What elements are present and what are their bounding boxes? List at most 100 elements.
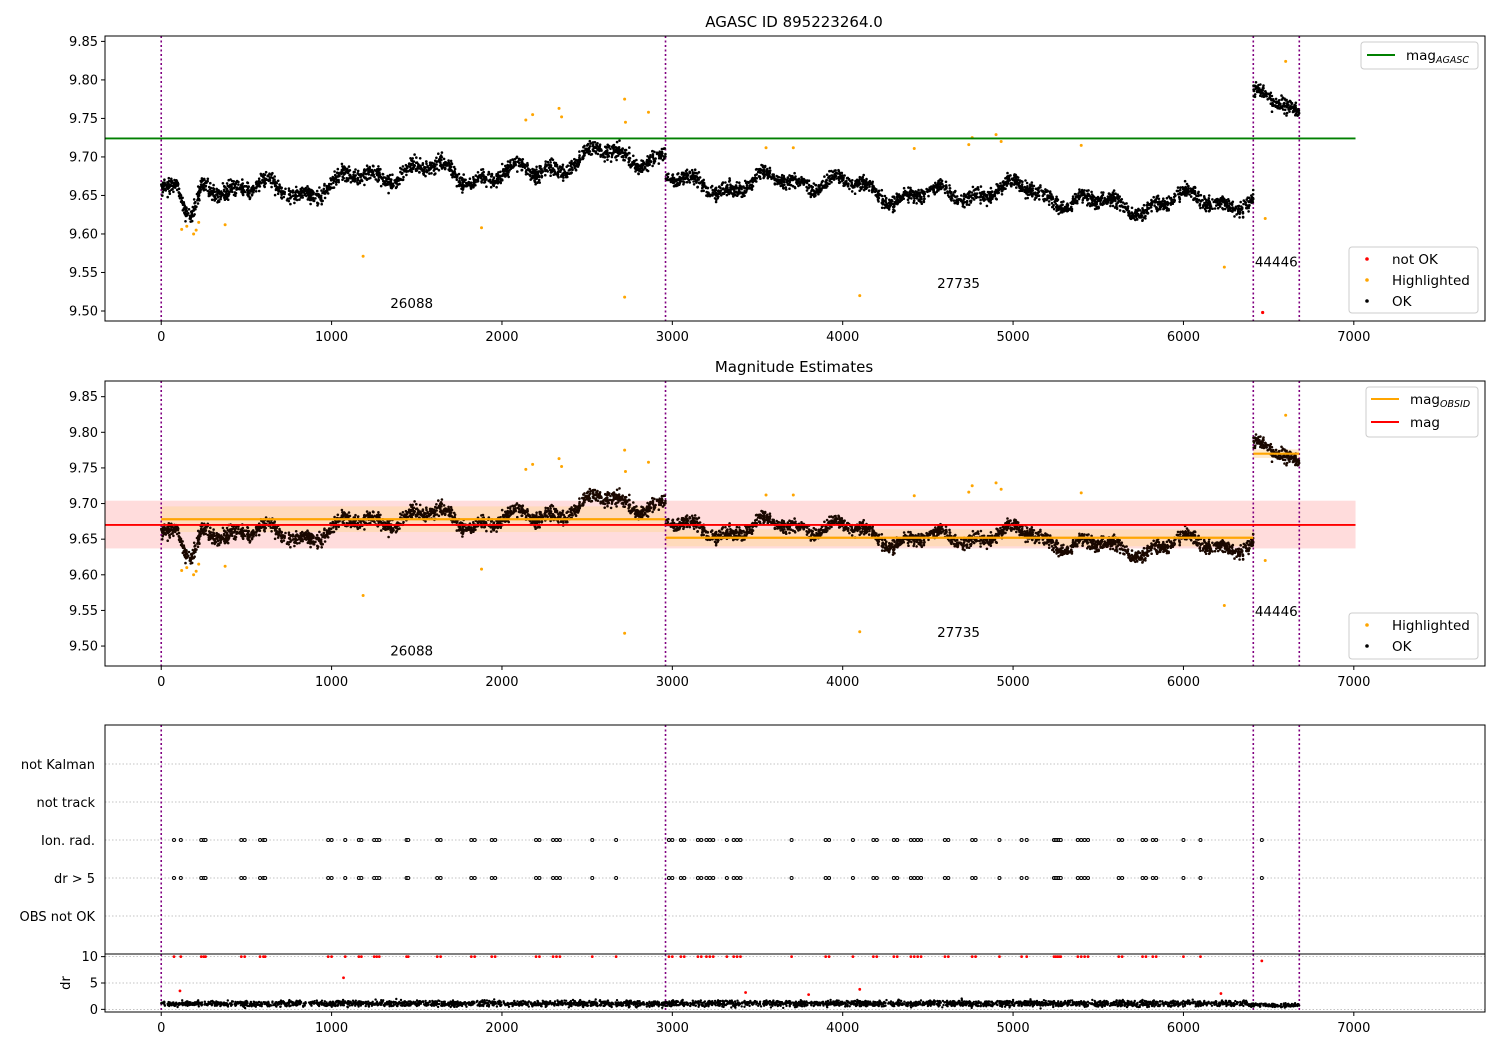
ok-point: [1058, 207, 1061, 211]
ok-point: [763, 173, 766, 176]
ok-point: [811, 193, 814, 197]
ok-point: [1101, 203, 1104, 207]
ok-point: [754, 173, 757, 177]
ok-point: [632, 159, 636, 163]
ok-point: [385, 183, 388, 186]
ok-point: [895, 192, 898, 195]
ok-point: [557, 167, 560, 170]
ok-point: [1268, 96, 1271, 99]
ok-point: [944, 180, 948, 184]
ok-point: [476, 171, 480, 174]
ok-point: [913, 197, 916, 200]
ok-point: [768, 166, 772, 170]
ok-point: [912, 194, 916, 198]
ok-point: [187, 208, 191, 211]
ok-point: [333, 179, 336, 182]
ok-point: [917, 191, 921, 195]
ok-point: [565, 173, 568, 177]
ok-point: [458, 183, 461, 186]
ok-point: [833, 169, 836, 172]
ok-point: [978, 191, 982, 195]
ok-point: [1294, 101, 1298, 105]
ok-point: [603, 160, 606, 163]
xtick-label: 1000: [315, 330, 348, 345]
ok-point: [587, 152, 591, 156]
ok-point: [692, 183, 696, 186]
ok-point: [310, 191, 314, 194]
ok-point: [698, 181, 702, 185]
ok-point: [1000, 193, 1004, 196]
ok-point: [1285, 111, 1289, 115]
ok-point: [269, 181, 273, 185]
ok-point: [457, 180, 461, 184]
ok-point: [345, 167, 349, 171]
ok-point: [368, 165, 372, 169]
ok-point: [535, 165, 538, 169]
ok-point: [925, 187, 928, 191]
ok-point: [965, 203, 969, 206]
ok-point: [1221, 195, 1224, 198]
ok-point: [1114, 196, 1117, 200]
ok-point: [755, 167, 758, 171]
ok-point: [1178, 195, 1181, 199]
ok-point: [1223, 207, 1227, 211]
highlighted-point: [646, 110, 650, 114]
agasc-panel: AGASC ID 895223264.0 26088 27735 44446 9…: [69, 13, 1486, 345]
ok-point: [865, 177, 868, 181]
ok-point: [1000, 186, 1003, 190]
ok-point: [1153, 204, 1156, 207]
ok-point: [199, 179, 202, 183]
ok-point: [516, 170, 519, 173]
ok-point: [889, 199, 892, 203]
ok-point: [168, 183, 172, 187]
ok-point: [1116, 201, 1119, 205]
ok-point: [933, 184, 937, 188]
ok-point: [581, 157, 585, 161]
ok-point: [379, 184, 383, 188]
ok-point: [1055, 197, 1059, 201]
not-ok-point: [1261, 310, 1265, 315]
ok-point: [777, 181, 781, 184]
ok-point: [921, 189, 924, 193]
ok-point: [184, 214, 188, 218]
ok-point: [1141, 218, 1144, 222]
ok-point: [448, 167, 452, 170]
ok-point: [979, 198, 982, 202]
ok-point: [225, 188, 229, 192]
ok-point: [1252, 88, 1255, 91]
ok-point: [223, 195, 227, 199]
ok-point: [257, 189, 261, 193]
ok-point: [1135, 217, 1139, 221]
ok-point: [440, 151, 444, 154]
ok-point: [495, 178, 499, 182]
ok-point: [671, 173, 674, 177]
ok-point: [1292, 108, 1296, 111]
ok-point: [1004, 177, 1007, 180]
ok-point: [596, 148, 599, 151]
ok-point: [168, 192, 172, 195]
ok-point: [1251, 197, 1255, 201]
ok-point: [544, 164, 547, 168]
ok-point: [625, 154, 628, 157]
ok-point: [652, 157, 655, 161]
ok-point: [375, 168, 379, 171]
ok-point: [379, 167, 382, 171]
ok-point: [507, 164, 510, 167]
ok-point: [971, 196, 974, 200]
ok-point: [1086, 204, 1089, 207]
ok-point: [527, 168, 531, 172]
ok-point: [1044, 190, 1047, 194]
ok-point: [1227, 199, 1231, 203]
ok-point: [501, 169, 505, 173]
ok-point: [716, 195, 719, 199]
ok-point: [1085, 196, 1089, 199]
ok-point: [858, 175, 862, 179]
ok-point: [280, 192, 283, 196]
ok-point: [1150, 203, 1153, 207]
ok-point: [499, 181, 503, 184]
ok-point: [549, 169, 553, 172]
ok-point: [554, 161, 558, 165]
ok-point: [503, 169, 507, 173]
ok-point: [1123, 202, 1126, 205]
ok-point: [455, 184, 459, 188]
